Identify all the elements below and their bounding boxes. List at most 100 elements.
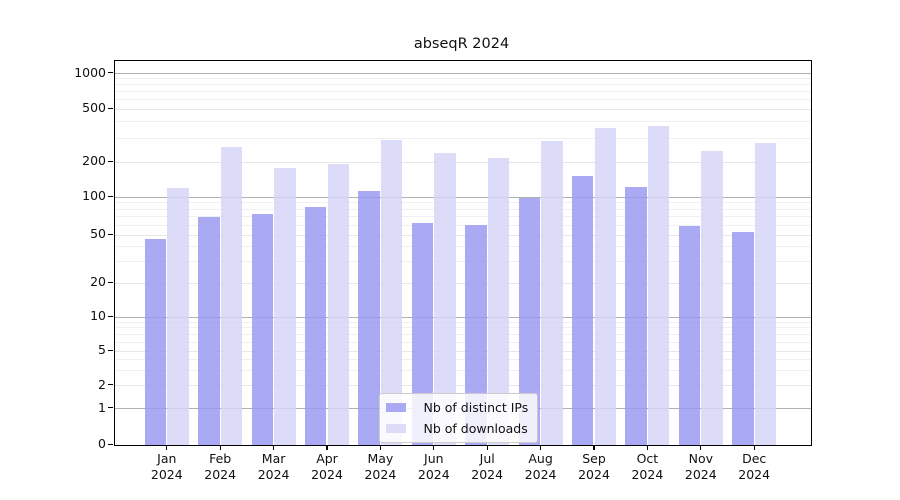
x-tick-label-mar: Mar 2024 [242, 451, 306, 482]
gridline-60 [114, 224, 811, 226]
bar-downloads-apr [327, 164, 350, 445]
bar-distinct-ips-mar [251, 213, 274, 445]
legend-item-downloads: Nb of downloads [385, 421, 529, 436]
x-tick-year: 2024 [311, 466, 343, 482]
y-tick-label-20: 20 [90, 274, 106, 289]
bar-distinct-ips-nov [678, 225, 701, 445]
gridline-600 [114, 99, 811, 101]
gridline-4 [114, 358, 811, 360]
gridline-900 [114, 78, 811, 80]
gridline-700 [114, 91, 811, 93]
gridline-7 [114, 333, 811, 335]
x-tick-label-aug: Aug 2024 [509, 451, 573, 482]
x-tick-mark-sep [593, 445, 595, 450]
x-tick-mark-oct [646, 445, 648, 450]
gridline-30 [114, 261, 811, 263]
x-tick-mark-apr [326, 445, 328, 450]
x-tick-label-jun: Jun 2024 [402, 451, 466, 482]
bar-distinct-ips-jan [144, 239, 167, 445]
x-tick-mark-feb [219, 445, 221, 450]
gridline-800 [114, 84, 811, 86]
gridline-1000 [114, 73, 811, 74]
y-tick-mark-500 [108, 107, 113, 109]
x-tick-month: Apr [316, 451, 338, 466]
x-tick-year: 2024 [150, 466, 183, 482]
x-tick-mark-aug [540, 445, 542, 450]
x-tick-year: 2024 [204, 466, 237, 482]
y-tick-mark-1000 [108, 72, 113, 74]
y-tick-mark-100 [108, 195, 113, 197]
y-tick-mark-0 [108, 443, 113, 445]
gridline-50 [114, 234, 811, 236]
x-tick-label-jan: Jan 2024 [135, 451, 199, 482]
x-tick-month: Jun [424, 451, 444, 466]
x-tick-month: Feb [209, 451, 232, 466]
x-tick-year: 2024 [364, 466, 397, 482]
y-tick-label-2: 2 [98, 376, 106, 392]
x-tick-year: 2024 [684, 466, 717, 482]
gridline-6 [114, 341, 811, 343]
x-tick-label-oct: Oct 2024 [615, 451, 679, 482]
gridline-3 [114, 369, 811, 371]
y-tick-label-0: 0 [98, 436, 106, 451]
gridline-70 [114, 216, 811, 218]
bar-downloads-dec [754, 142, 777, 445]
plot-area: Nb of distinct IPs Nb of downloads [113, 60, 812, 446]
y-tick-mark-5 [108, 349, 113, 351]
y-tick-mark-200 [108, 160, 113, 162]
bar-distinct-ips-dec [732, 231, 754, 445]
bar-downloads-nov [701, 151, 723, 445]
y-tick-label-10: 10 [90, 308, 106, 323]
y-tick-mark-2 [108, 384, 113, 386]
x-tick-label-dec: Dec 2024 [722, 451, 786, 482]
x-tick-month: Dec [742, 451, 767, 466]
bar-downloads-may [380, 140, 403, 445]
x-tick-month: Jan [157, 451, 177, 466]
bar-distinct-ips-jul [465, 225, 487, 445]
bar-downloads-oct [647, 125, 670, 445]
bar-distinct-ips-apr [304, 207, 327, 445]
gridline-80 [114, 208, 811, 210]
x-tick-month: May [367, 451, 394, 466]
x-tick-year: 2024 [257, 466, 290, 482]
x-tick-month: Sep [582, 451, 606, 466]
x-tick-mark-nov [700, 445, 702, 450]
x-tick-month: Mar [261, 451, 286, 466]
bar-downloads-jul [487, 158, 510, 445]
bar-downloads-feb [220, 147, 243, 445]
gridline-9 [114, 321, 811, 323]
bar-downloads-jun [434, 152, 456, 445]
gridline-400 [114, 121, 811, 123]
gridline-90 [114, 202, 811, 204]
x-tick-label-may: May 2024 [348, 451, 412, 482]
gridline-300 [114, 138, 811, 140]
y-tick-label-1000: 1000 [74, 64, 106, 80]
legend-swatch-distinct-ips [385, 403, 406, 412]
x-tick-mark-jan [166, 445, 168, 450]
bar-downloads-aug [541, 140, 563, 445]
gridline-8 [114, 327, 811, 329]
legend: Nb of distinct IPs Nb of downloads [378, 393, 539, 443]
gridline-500 [114, 108, 811, 110]
gridline-2 [114, 385, 811, 386]
x-tick-mark-mar [273, 445, 275, 450]
bar-downloads-mar [274, 167, 296, 445]
x-tick-year: 2024 [471, 466, 504, 482]
y-tick-label-500: 500 [82, 100, 106, 115]
x-tick-month: Nov [688, 451, 713, 466]
x-tick-month: Oct [636, 451, 659, 466]
x-tick-month: Aug [528, 451, 553, 466]
gridline-100 [114, 196, 811, 198]
y-tick-label-100: 100 [82, 188, 106, 203]
legend-label: Nb of distinct IPs [423, 400, 529, 415]
x-tick-year: 2024 [631, 466, 664, 482]
x-tick-label-feb: Feb 2024 [188, 451, 252, 482]
legend-item-distinct-ips: Nb of distinct IPs [385, 400, 529, 415]
gridline-10 [114, 316, 811, 318]
y-tick-mark-1 [108, 407, 113, 409]
gridline-200 [114, 161, 811, 163]
bar-distinct-ips-feb [198, 216, 220, 445]
gridline-20 [114, 282, 811, 284]
x-tick-mark-jul [486, 445, 488, 450]
